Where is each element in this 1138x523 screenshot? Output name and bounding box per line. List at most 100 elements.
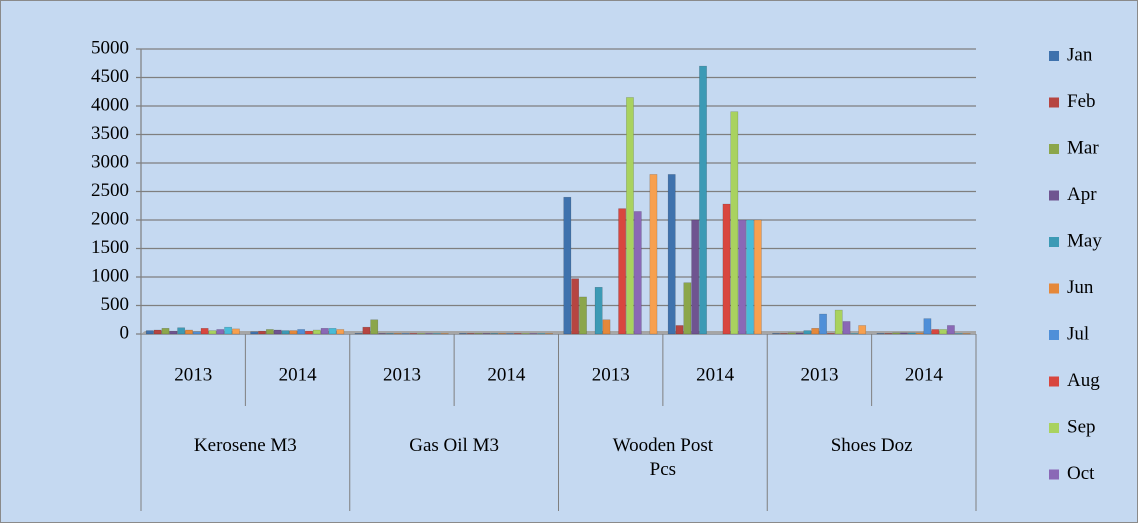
bar	[482, 333, 491, 335]
bar	[722, 203, 731, 335]
group-label: Kerosene M3	[193, 435, 297, 456]
bar	[545, 333, 553, 335]
bar	[850, 333, 859, 335]
legend-label: Sep	[1067, 416, 1096, 437]
bar	[425, 333, 433, 335]
legend-label: Jul	[1067, 323, 1089, 344]
legend-swatch	[1049, 144, 1059, 154]
bar	[362, 326, 371, 335]
legend-swatch	[1049, 330, 1059, 340]
bar	[633, 211, 642, 335]
bar	[954, 333, 963, 335]
bar	[537, 333, 546, 335]
bar	[923, 318, 932, 335]
bar	[787, 332, 796, 335]
y-tick-label: 2500	[91, 180, 129, 201]
bar	[305, 330, 313, 335]
bar	[939, 329, 947, 335]
legend-swatch	[1049, 190, 1059, 201]
bar	[699, 65, 707, 335]
bar	[819, 313, 827, 335]
bar	[498, 333, 506, 335]
legend-label: Jun	[1067, 277, 1094, 298]
bar	[834, 309, 843, 335]
legend-swatch	[1049, 51, 1059, 61]
x-tick-label: 2014	[905, 364, 944, 385]
bar	[250, 331, 259, 335]
legend-label: Aug	[1067, 370, 1100, 391]
bar	[185, 329, 193, 335]
legend-swatch	[1049, 469, 1059, 480]
bar	[336, 329, 345, 335]
bar	[393, 333, 402, 335]
legend-swatch	[1049, 283, 1059, 294]
bar	[200, 328, 209, 335]
legend-label: Jan	[1067, 44, 1093, 65]
bar	[618, 208, 626, 335]
bar	[224, 326, 232, 335]
floor	[141, 331, 976, 334]
y-tick-label: 500	[101, 294, 130, 315]
bar	[386, 333, 394, 335]
bar	[208, 330, 217, 335]
bar	[258, 330, 266, 335]
legend-label: Apr	[1067, 184, 1097, 205]
bar	[571, 278, 580, 335]
bar	[947, 325, 955, 335]
x-tick-label: 2013	[800, 364, 838, 385]
bar	[273, 329, 282, 335]
group-label: Wooden Post Pcs	[612, 435, 714, 480]
bar	[730, 111, 739, 335]
x-tick-label: 2014	[487, 364, 526, 385]
bar	[772, 333, 780, 335]
y-tick-label: 1000	[91, 265, 129, 286]
bar	[858, 325, 867, 335]
bar	[780, 333, 788, 335]
y-tick-label: 3500	[91, 123, 129, 144]
bar	[827, 333, 835, 335]
bar	[691, 219, 700, 335]
bar	[354, 333, 363, 335]
y-tick-label: 0	[120, 322, 130, 343]
bar	[594, 287, 603, 335]
x-tick-label: 2013	[383, 364, 421, 385]
bar	[401, 333, 410, 335]
y-tick-label: 3000	[91, 151, 129, 172]
bar	[626, 97, 634, 335]
bar	[962, 333, 971, 335]
bar	[649, 174, 658, 335]
bar	[266, 329, 274, 335]
legend-swatch	[1049, 423, 1059, 433]
bar	[328, 328, 337, 335]
bar	[440, 333, 449, 335]
bar	[746, 219, 754, 335]
bar	[602, 319, 611, 335]
legend-label: Mar	[1067, 137, 1099, 158]
bar	[169, 330, 178, 335]
y-tick-label: 1500	[91, 237, 129, 258]
bar	[370, 319, 379, 335]
bar	[900, 332, 908, 335]
bar	[529, 333, 538, 335]
bar	[433, 333, 441, 335]
bar	[312, 329, 321, 335]
bar	[161, 328, 170, 335]
bar	[876, 333, 885, 335]
bar	[753, 219, 762, 335]
y-tick-label: 5000	[91, 37, 129, 58]
bar	[289, 330, 298, 335]
bar	[915, 332, 924, 335]
bar	[232, 328, 240, 335]
legend-swatch	[1049, 97, 1059, 108]
x-tick-label: 2014	[696, 364, 735, 385]
group-label: Shoes Doz	[830, 435, 913, 456]
bar	[474, 333, 483, 335]
legend-swatch	[1049, 376, 1059, 387]
bar	[795, 332, 804, 335]
bar	[417, 333, 426, 335]
bar	[513, 333, 522, 335]
bar	[931, 329, 940, 335]
bar	[153, 329, 162, 335]
